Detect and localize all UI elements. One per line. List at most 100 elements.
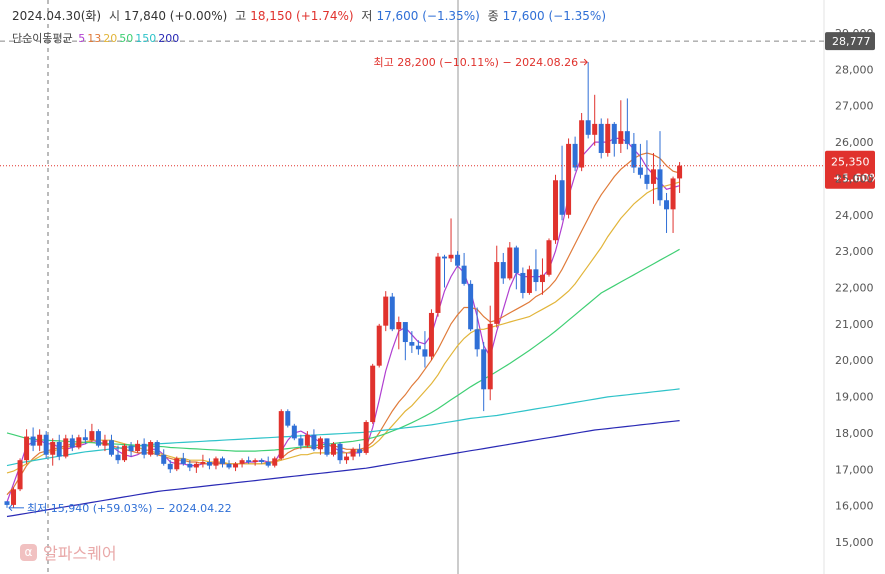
candle xyxy=(89,423,95,443)
candle-body xyxy=(455,254,461,266)
y-tick-label: 29,000 xyxy=(835,27,874,40)
candle xyxy=(631,132,637,173)
candle-body xyxy=(670,178,676,210)
resistance-tag xyxy=(825,32,875,51)
candle-body xyxy=(657,169,663,201)
y-tick-label: 26,000 xyxy=(835,136,874,149)
candle-body xyxy=(409,342,415,346)
high-label: 고 xyxy=(235,9,247,23)
candle xyxy=(409,331,415,353)
ma-legend[interactable]: 단순이동평균 5 13 20 50 150 200 xyxy=(12,30,181,46)
ma-line-5 xyxy=(6,137,680,503)
candle xyxy=(108,434,114,457)
low-value: 17,600 (−1.35%) xyxy=(376,9,480,23)
candle xyxy=(670,176,676,233)
candle xyxy=(213,456,219,470)
candle-body xyxy=(448,254,454,259)
candle-body xyxy=(539,274,545,283)
candle xyxy=(174,456,180,472)
candle-body xyxy=(435,256,441,313)
y-axis: 15,000 16,000 17,000 18,000 19,000 20,000 21,0… xyxy=(835,27,874,549)
candle xyxy=(4,501,10,508)
y-tick-label: 17,000 xyxy=(835,463,874,476)
candle-body xyxy=(37,434,43,446)
candle-body xyxy=(631,143,637,168)
candle-body xyxy=(30,436,36,446)
y-tick-label: 20,000 xyxy=(835,354,874,367)
y-tick-label: 21,000 xyxy=(835,318,874,331)
candle-body xyxy=(154,442,160,455)
candle-body xyxy=(383,296,389,326)
candle-body xyxy=(396,322,402,330)
y-tick-label: 15,000 xyxy=(835,536,874,549)
candle-body xyxy=(572,143,578,168)
candle xyxy=(167,460,173,473)
candle xyxy=(500,252,506,284)
candle xyxy=(278,409,284,461)
y-tick-label: 16,000 xyxy=(835,500,874,513)
candle xyxy=(272,456,278,468)
candle-body xyxy=(605,123,611,153)
candle-body xyxy=(494,262,500,324)
candle-body xyxy=(174,458,180,470)
candle xyxy=(350,447,356,461)
candle xyxy=(50,438,56,466)
candle-body xyxy=(187,463,193,468)
candle xyxy=(389,292,395,332)
watermark-text: 알파스퀘어 xyxy=(43,544,117,563)
candle-body xyxy=(337,443,343,461)
candle xyxy=(526,265,532,295)
candle-body xyxy=(311,434,317,450)
candle xyxy=(95,429,101,448)
candle-body xyxy=(442,256,448,259)
candle-body xyxy=(63,438,69,457)
candle-body xyxy=(76,437,82,448)
candle-body xyxy=(252,460,258,463)
candle-body xyxy=(115,454,121,461)
candle-body xyxy=(233,463,239,468)
candle xyxy=(219,456,225,468)
candle xyxy=(572,136,578,172)
candle xyxy=(102,434,108,452)
candle-body xyxy=(474,329,480,350)
candle xyxy=(461,252,467,286)
candle xyxy=(24,429,30,464)
candle-body xyxy=(148,442,154,455)
candle xyxy=(474,307,480,357)
candle-body xyxy=(50,442,56,455)
candle-body xyxy=(513,247,519,273)
candle-body xyxy=(193,463,199,468)
candle xyxy=(481,342,487,412)
max-price-annotation: 최고 28,200 (−10.11%) − 2024.08.26 xyxy=(373,56,578,69)
candle xyxy=(317,436,323,455)
candlesticks xyxy=(4,62,683,508)
candle xyxy=(82,429,88,444)
candle-body xyxy=(468,283,474,330)
candle xyxy=(206,458,212,470)
candle xyxy=(644,140,650,190)
candle-body xyxy=(500,262,506,279)
candle-body xyxy=(285,411,291,426)
candle-body xyxy=(546,240,552,275)
candle xyxy=(383,291,389,332)
candle xyxy=(331,442,336,457)
close-value: 17,600 (−1.35%) xyxy=(502,9,606,23)
candle-body xyxy=(624,131,630,144)
candle-body xyxy=(82,437,88,441)
candle-body xyxy=(141,443,147,455)
price-levels: 28,777 25,350 +1.60% xyxy=(0,32,880,189)
candle-body xyxy=(481,349,487,390)
candle xyxy=(585,62,591,139)
candle-body xyxy=(344,456,350,461)
candle-body xyxy=(226,463,232,468)
candle-body xyxy=(291,425,297,439)
candle-body xyxy=(553,180,559,241)
candle xyxy=(376,323,382,368)
candle-body xyxy=(650,169,656,184)
candle xyxy=(468,280,474,332)
ma-legend-period-13: 13 xyxy=(87,32,102,45)
candle-body xyxy=(317,438,323,450)
candle xyxy=(187,460,193,472)
candle xyxy=(487,305,493,401)
